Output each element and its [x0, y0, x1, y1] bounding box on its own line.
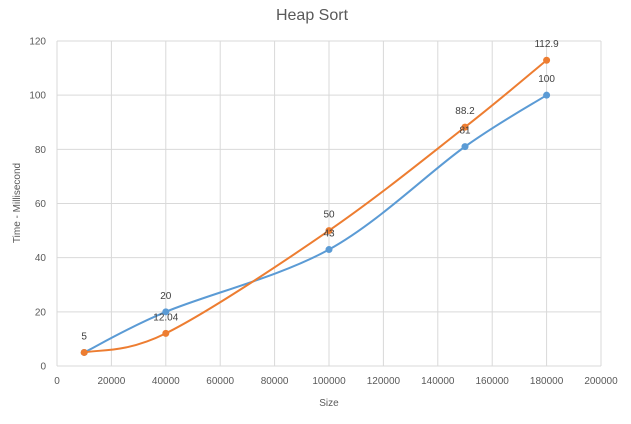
series-1-data-label: 88.2	[455, 106, 475, 117]
series-1-data-label: 112.9	[534, 39, 559, 50]
series-0-data-label: 81	[459, 126, 471, 137]
series-1-point	[325, 227, 333, 235]
data-labels: 20 43 81 100 5 12.04 50 88.2 112.9	[81, 39, 559, 342]
y-tick-label: 100	[29, 91, 46, 102]
series-0-data-label: 100	[538, 74, 555, 85]
series-1-point	[461, 123, 469, 131]
x-tick-label: 160000	[476, 376, 510, 387]
series-1-data-label: 5	[81, 331, 87, 342]
x-tick-label: 60000	[206, 376, 234, 387]
x-tick-label: 140000	[421, 376, 455, 387]
x-tick-label: 40000	[152, 376, 180, 387]
x-tick-label: 120000	[367, 376, 401, 387]
series-0-data-label: 43	[323, 229, 335, 240]
x-tick-label: 80000	[261, 376, 289, 387]
series-0-point	[461, 143, 469, 151]
x-axis-ticks: 0 20000 40000 60000 80000 100000 120000 140000 1…	[54, 376, 618, 387]
y-tick-label: 60	[35, 199, 47, 210]
series-1-line	[83, 59, 548, 354]
x-axis-title: Size	[319, 398, 339, 409]
series-group	[80, 56, 551, 356]
y-tick-label: 20	[35, 307, 47, 318]
series-1-data-label: 12.04	[153, 312, 178, 323]
y-axis-title: Time - Millisecond	[12, 163, 23, 243]
series-1-data-label: 50	[323, 210, 335, 221]
y-tick-label: 120	[29, 37, 46, 48]
series-1-point	[543, 56, 551, 64]
series-1-point	[162, 329, 170, 337]
x-tick-label: 0	[54, 376, 60, 387]
x-tick-label: 180000	[530, 376, 564, 387]
x-tick-label: 200000	[584, 376, 618, 387]
series-0-point	[543, 91, 551, 99]
y-tick-label: 0	[40, 362, 46, 373]
y-tick-label: 80	[35, 145, 47, 156]
series-0-point	[325, 246, 333, 254]
x-tick-label: 100000	[312, 376, 346, 387]
chart-title: Heap Sort	[276, 7, 349, 24]
x-tick-label: 20000	[97, 376, 125, 387]
gridlines	[56, 40, 602, 367]
series-0-point	[162, 308, 170, 316]
series-0-data-label: 20	[160, 291, 172, 302]
series-1-point	[80, 348, 88, 356]
y-tick-label: 40	[35, 253, 47, 264]
y-axis-ticks: 0 20 40 60 80 100 120	[29, 37, 46, 373]
